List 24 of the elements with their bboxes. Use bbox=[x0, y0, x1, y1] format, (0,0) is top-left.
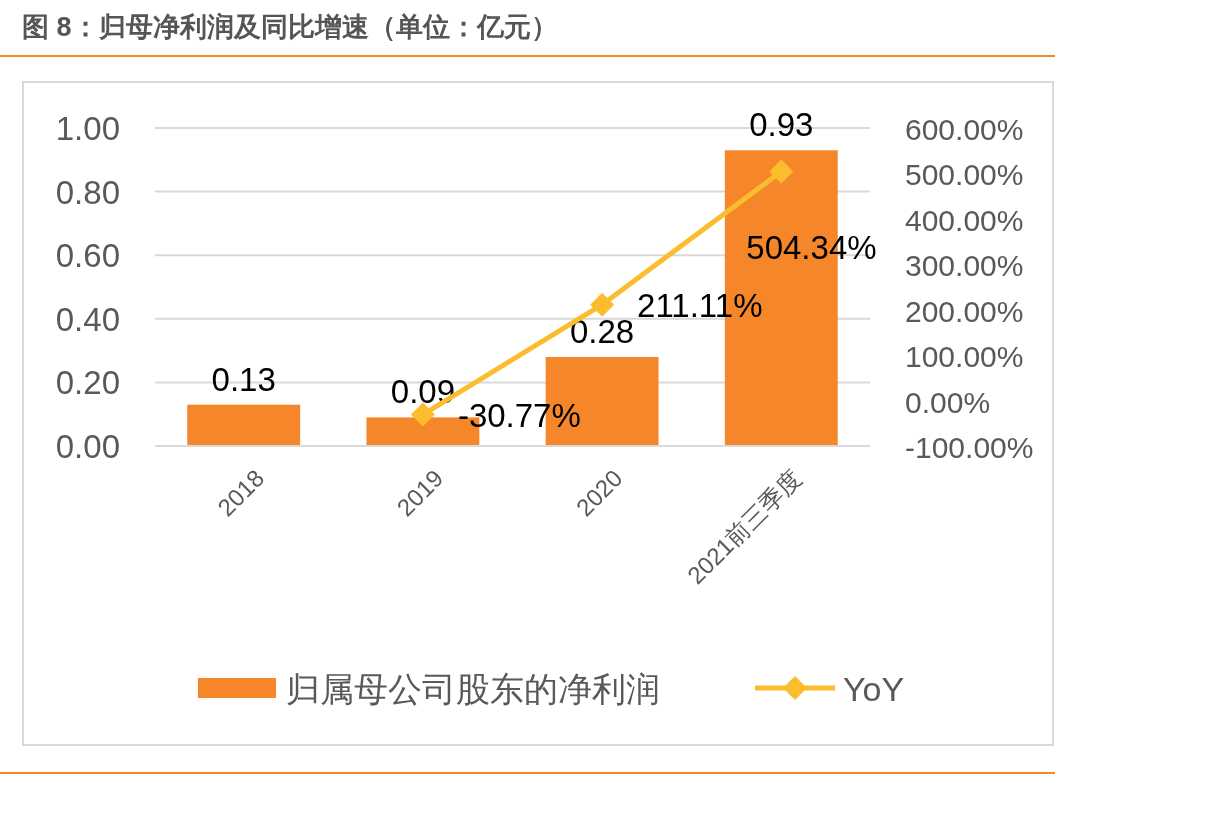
y2-tick-label: 100.00% bbox=[905, 340, 1024, 374]
chart-title: 图 8：归母净利润及同比增速（单位：亿元） bbox=[22, 12, 558, 42]
y-tick-label: 0.80 bbox=[55, 173, 120, 211]
data-label: 0.13 bbox=[211, 360, 276, 398]
y-tick-label: 0.20 bbox=[55, 364, 120, 402]
y2-tick-label: 300.00% bbox=[905, 249, 1024, 283]
y-tick-label: 0.40 bbox=[55, 300, 120, 338]
bar bbox=[187, 404, 301, 446]
y2-tick-label: 600.00% bbox=[905, 113, 1024, 146]
legend-label: YoY bbox=[843, 670, 905, 708]
legend-label: 归属母公司股东的净利润 bbox=[286, 670, 660, 708]
y2-tick-label: -100.00% bbox=[905, 431, 1034, 464]
y2-tick-label: 0.00% bbox=[905, 385, 991, 419]
point bbox=[410, 402, 435, 427]
y2-tick-label: 200.00% bbox=[905, 294, 1024, 328]
data-label: 0.93 bbox=[749, 106, 814, 144]
data-label: 0.28 bbox=[569, 312, 635, 350]
y-tick-label: 0.00 bbox=[55, 428, 120, 465]
point bbox=[769, 159, 794, 184]
point bbox=[590, 292, 615, 317]
y-tick-label: 1.00 bbox=[55, 110, 120, 147]
y2-tick-label: 500.00% bbox=[905, 158, 1024, 192]
y-tick-label: 0.60 bbox=[55, 237, 120, 275]
y2-tick-label: 400.00% bbox=[905, 203, 1024, 237]
